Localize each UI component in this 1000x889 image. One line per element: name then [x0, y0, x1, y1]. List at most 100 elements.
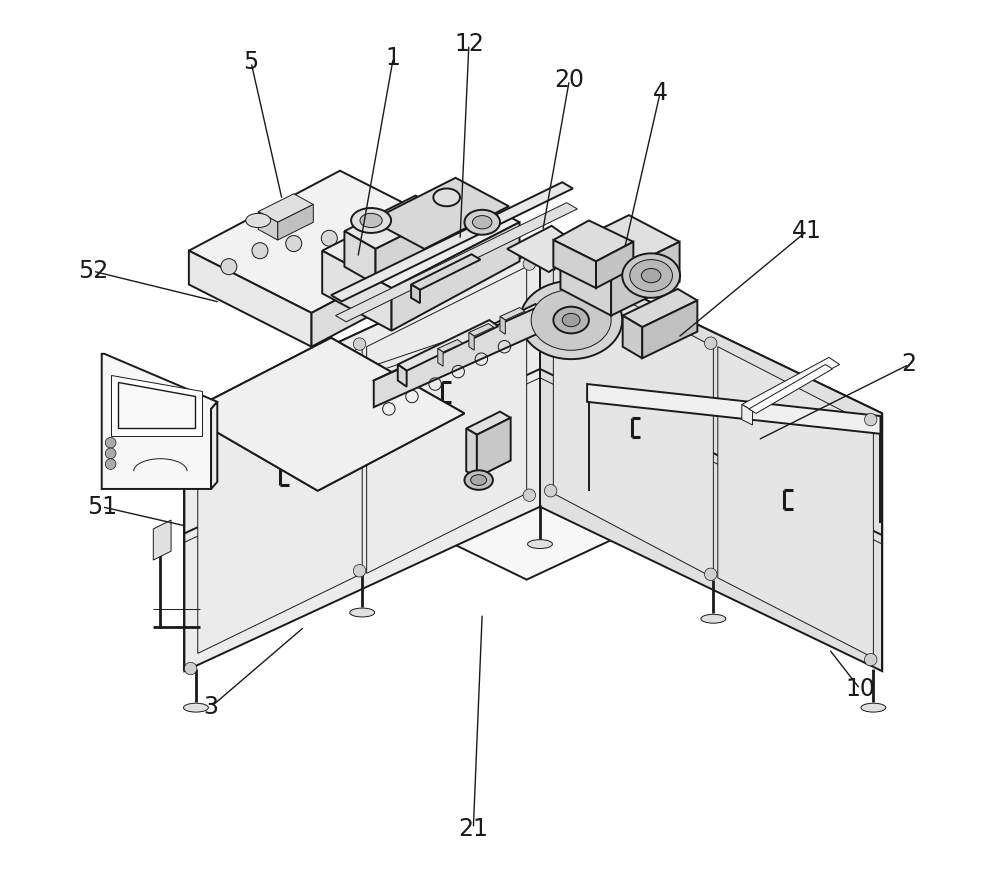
Circle shape: [321, 230, 337, 246]
Polygon shape: [344, 231, 376, 284]
Polygon shape: [189, 171, 463, 313]
Circle shape: [221, 259, 237, 275]
Ellipse shape: [520, 281, 622, 359]
Text: 2: 2: [901, 353, 916, 376]
Polygon shape: [642, 300, 697, 358]
Polygon shape: [477, 418, 511, 477]
Polygon shape: [596, 242, 633, 288]
Text: 41: 41: [792, 220, 822, 243]
Polygon shape: [553, 262, 713, 578]
Ellipse shape: [464, 210, 500, 235]
Polygon shape: [184, 249, 540, 671]
Polygon shape: [374, 304, 544, 407]
Circle shape: [704, 568, 717, 581]
Circle shape: [357, 241, 373, 257]
Polygon shape: [371, 178, 509, 249]
Polygon shape: [153, 520, 171, 560]
Ellipse shape: [350, 608, 375, 617]
Polygon shape: [553, 220, 633, 261]
Ellipse shape: [433, 188, 460, 206]
Polygon shape: [322, 251, 392, 331]
Circle shape: [105, 459, 116, 469]
Polygon shape: [469, 324, 494, 336]
Circle shape: [523, 489, 536, 501]
Text: 4: 4: [653, 82, 668, 105]
Text: 12: 12: [454, 33, 484, 56]
Polygon shape: [466, 428, 477, 477]
Polygon shape: [376, 213, 447, 284]
Ellipse shape: [562, 314, 580, 327]
Polygon shape: [398, 364, 407, 387]
Polygon shape: [336, 203, 577, 322]
Circle shape: [353, 338, 366, 350]
Polygon shape: [118, 382, 195, 428]
Circle shape: [392, 250, 408, 266]
Ellipse shape: [472, 216, 492, 229]
Polygon shape: [111, 375, 202, 436]
Polygon shape: [749, 364, 832, 413]
Polygon shape: [438, 340, 463, 352]
Polygon shape: [102, 354, 217, 489]
Ellipse shape: [184, 703, 208, 712]
Polygon shape: [411, 284, 420, 303]
Circle shape: [523, 258, 536, 270]
Text: 21: 21: [458, 817, 488, 840]
Polygon shape: [500, 308, 525, 320]
Polygon shape: [331, 182, 573, 301]
Polygon shape: [560, 249, 611, 316]
Polygon shape: [398, 320, 498, 371]
Text: 20: 20: [554, 68, 584, 92]
Text: 51: 51: [87, 495, 117, 518]
Polygon shape: [322, 185, 520, 288]
Circle shape: [184, 662, 197, 675]
Circle shape: [544, 253, 557, 266]
Ellipse shape: [351, 208, 391, 233]
Ellipse shape: [471, 475, 487, 485]
Polygon shape: [258, 194, 313, 222]
Ellipse shape: [701, 614, 726, 623]
Circle shape: [105, 448, 116, 459]
Text: 3: 3: [204, 695, 219, 718]
Polygon shape: [540, 249, 882, 671]
Circle shape: [544, 485, 557, 497]
Polygon shape: [344, 196, 447, 249]
Polygon shape: [198, 347, 362, 653]
Polygon shape: [500, 316, 505, 334]
Circle shape: [864, 653, 877, 666]
Polygon shape: [392, 222, 520, 331]
Polygon shape: [189, 251, 312, 347]
Ellipse shape: [360, 213, 382, 228]
Ellipse shape: [641, 268, 661, 283]
Circle shape: [184, 404, 197, 417]
Ellipse shape: [630, 260, 672, 292]
Ellipse shape: [531, 290, 611, 350]
Polygon shape: [258, 212, 278, 240]
Polygon shape: [587, 384, 880, 434]
Circle shape: [105, 437, 116, 448]
Ellipse shape: [246, 213, 271, 228]
Polygon shape: [278, 204, 313, 240]
Ellipse shape: [464, 470, 493, 490]
Polygon shape: [438, 348, 443, 366]
Ellipse shape: [622, 253, 680, 298]
Circle shape: [353, 565, 366, 577]
Polygon shape: [742, 404, 752, 425]
Polygon shape: [184, 249, 882, 580]
Polygon shape: [611, 242, 680, 316]
Circle shape: [864, 413, 877, 426]
Ellipse shape: [553, 307, 589, 333]
Polygon shape: [623, 316, 642, 358]
Polygon shape: [507, 226, 584, 272]
Polygon shape: [623, 289, 697, 327]
Ellipse shape: [861, 703, 886, 712]
Polygon shape: [411, 254, 480, 290]
Polygon shape: [718, 347, 873, 658]
Text: 5: 5: [243, 51, 259, 74]
Polygon shape: [553, 240, 596, 288]
Polygon shape: [211, 402, 217, 489]
Polygon shape: [367, 267, 527, 573]
Circle shape: [425, 259, 441, 275]
Polygon shape: [560, 215, 680, 276]
Polygon shape: [466, 412, 511, 435]
Text: 10: 10: [845, 677, 875, 701]
